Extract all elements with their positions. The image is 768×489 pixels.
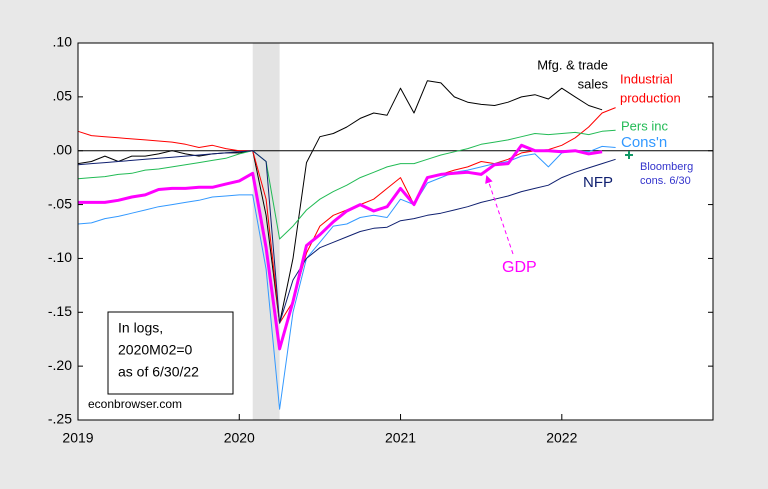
source-text: econbrowser.com — [88, 397, 182, 411]
annotation-text: as of 6/30/22 — [118, 364, 199, 380]
recession-shade — [252, 43, 280, 420]
series-label: NFP — [583, 174, 613, 191]
series-label: Mfg. & trade — [537, 57, 608, 72]
series-line — [77, 145, 616, 410]
series-line — [77, 129, 616, 240]
marker-label: Bloomberg — [640, 161, 693, 173]
y-tick-label: -.15 — [48, 303, 72, 319]
annotation-text: 2020M02=0 — [118, 342, 193, 358]
series-line — [78, 143, 603, 351]
y-tick-label: -.20 — [48, 357, 72, 373]
series-label: production — [620, 90, 681, 105]
y-tick-label: -.25 — [48, 411, 72, 427]
annotation-box — [107, 311, 234, 395]
series-label: GDP — [502, 259, 537, 276]
series-label: Industrial — [620, 71, 673, 86]
x-tick-label: 2020 — [224, 430, 255, 446]
x-tick-label: 2019 — [62, 430, 93, 446]
x-tick-label: 2022 — [546, 430, 577, 446]
y-tick-label: .05 — [53, 88, 73, 104]
y-tick-label: -.05 — [48, 195, 72, 211]
plot-frame — [77, 42, 714, 421]
forecast-marker — [625, 151, 634, 160]
series-label: Pers inc — [621, 118, 668, 133]
y-tick-label: .00 — [53, 141, 73, 157]
series-line — [77, 80, 603, 324]
plot-layer — [77, 42, 713, 421]
series-label: sales — [578, 76, 609, 91]
annotation-text: In logs, — [118, 320, 163, 336]
series-line — [77, 150, 616, 324]
y-tick-label: .10 — [53, 34, 73, 50]
x-tick-label: 2021 — [385, 430, 416, 446]
series-label: Cons'n — [621, 134, 667, 151]
y-tick-label: -.10 — [48, 249, 72, 265]
marker-label: cons. 6/30 — [640, 175, 691, 187]
